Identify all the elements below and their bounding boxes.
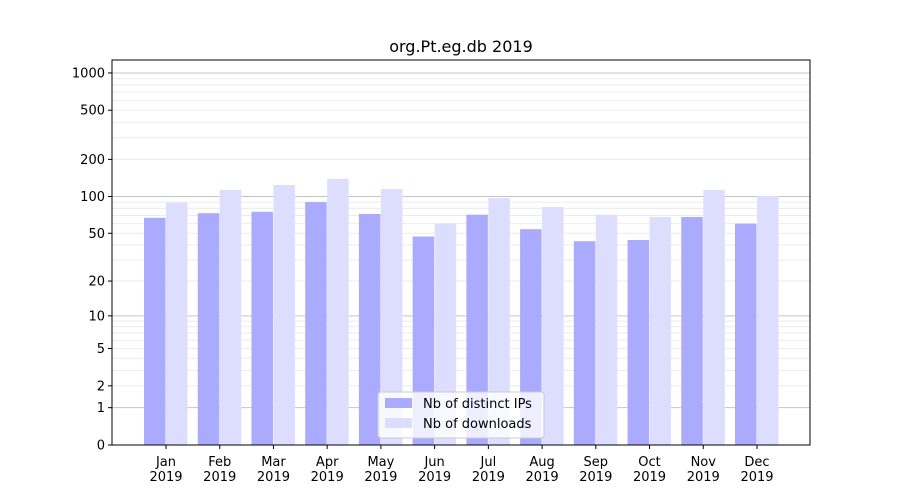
- y-tick-label: 0: [97, 439, 105, 454]
- bar-downloads: [434, 223, 457, 445]
- legend-label: Nb of downloads: [423, 417, 532, 432]
- y-tick-label: 2: [97, 379, 105, 394]
- x-tick-label: 2019: [579, 470, 612, 485]
- bar-downloads: [488, 198, 510, 445]
- bar-ips: [251, 211, 273, 445]
- x-tick-label: 2019: [472, 470, 505, 485]
- legend-box: [377, 391, 545, 439]
- x-tick-label: Apr: [316, 455, 339, 470]
- x-tick-label: 2019: [257, 470, 290, 485]
- x-tick-label: 2019: [633, 470, 666, 485]
- y-tick-label: 5: [97, 342, 105, 357]
- legend-swatch: [385, 418, 412, 428]
- y-tick-label: 100: [80, 190, 105, 205]
- x-tick-label: Sep: [584, 455, 609, 470]
- bar-ips: [627, 240, 650, 445]
- bar-ips: [305, 202, 327, 445]
- bar-downloads: [649, 216, 672, 445]
- legend-label: Nb of distinct IPs: [423, 397, 532, 412]
- x-tick-label: 2019: [687, 470, 720, 485]
- x-tick-label: Jun: [423, 455, 444, 470]
- x-tick-label: Aug: [529, 455, 554, 470]
- bar-downloads: [595, 214, 618, 445]
- x-tick-label: 2019: [418, 470, 451, 485]
- bar-ips: [573, 241, 596, 445]
- x-tick-label: 2019: [149, 470, 182, 485]
- x-tick-label: 2019: [203, 470, 236, 485]
- bar-ips: [358, 213, 381, 445]
- x-tick-label: 2019: [740, 470, 773, 485]
- x-tick-label: 2019: [364, 470, 397, 485]
- legend-swatch: [385, 398, 412, 408]
- x-tick-label: Jul: [480, 455, 497, 470]
- x-tick-label: 2019: [526, 470, 559, 485]
- x-tick-label: May: [367, 455, 394, 470]
- bar-ips: [735, 223, 757, 445]
- chart-title: org.Pt.eg.db 2019: [389, 37, 533, 56]
- bar-ips: [681, 216, 703, 445]
- bar-ips: [520, 229, 542, 445]
- bar-downloads: [757, 195, 779, 445]
- y-tick-label: 500: [80, 104, 105, 119]
- bar-downloads: [219, 189, 242, 445]
- bar-downloads: [380, 189, 403, 445]
- bar-downloads: [166, 202, 188, 445]
- x-tick-label: Oct: [638, 455, 660, 470]
- x-tick-label: Nov: [691, 455, 717, 470]
- x-tick-label: Feb: [208, 455, 231, 470]
- bar-ips: [466, 214, 488, 445]
- x-tick-label: Jan: [155, 455, 176, 470]
- bar-ips: [197, 213, 220, 445]
- bar-downloads: [542, 207, 564, 445]
- y-tick-label: 20: [88, 275, 105, 290]
- bar-ips: [144, 217, 166, 445]
- y-tick-label: 10: [88, 309, 105, 324]
- bar-downloads: [327, 178, 349, 445]
- x-tick-label: 2019: [311, 470, 344, 485]
- y-tick-label: 1: [97, 401, 105, 416]
- bar-downloads: [273, 184, 295, 445]
- y-tick-label: 200: [80, 153, 105, 168]
- y-tick-label: 50: [88, 227, 105, 242]
- y-tick-label: 1000: [72, 66, 105, 81]
- x-tick-label: Mar: [261, 455, 286, 470]
- bar-downloads: [703, 189, 725, 445]
- plot-frame: [111, 59, 811, 446]
- x-tick-label: Dec: [744, 455, 769, 470]
